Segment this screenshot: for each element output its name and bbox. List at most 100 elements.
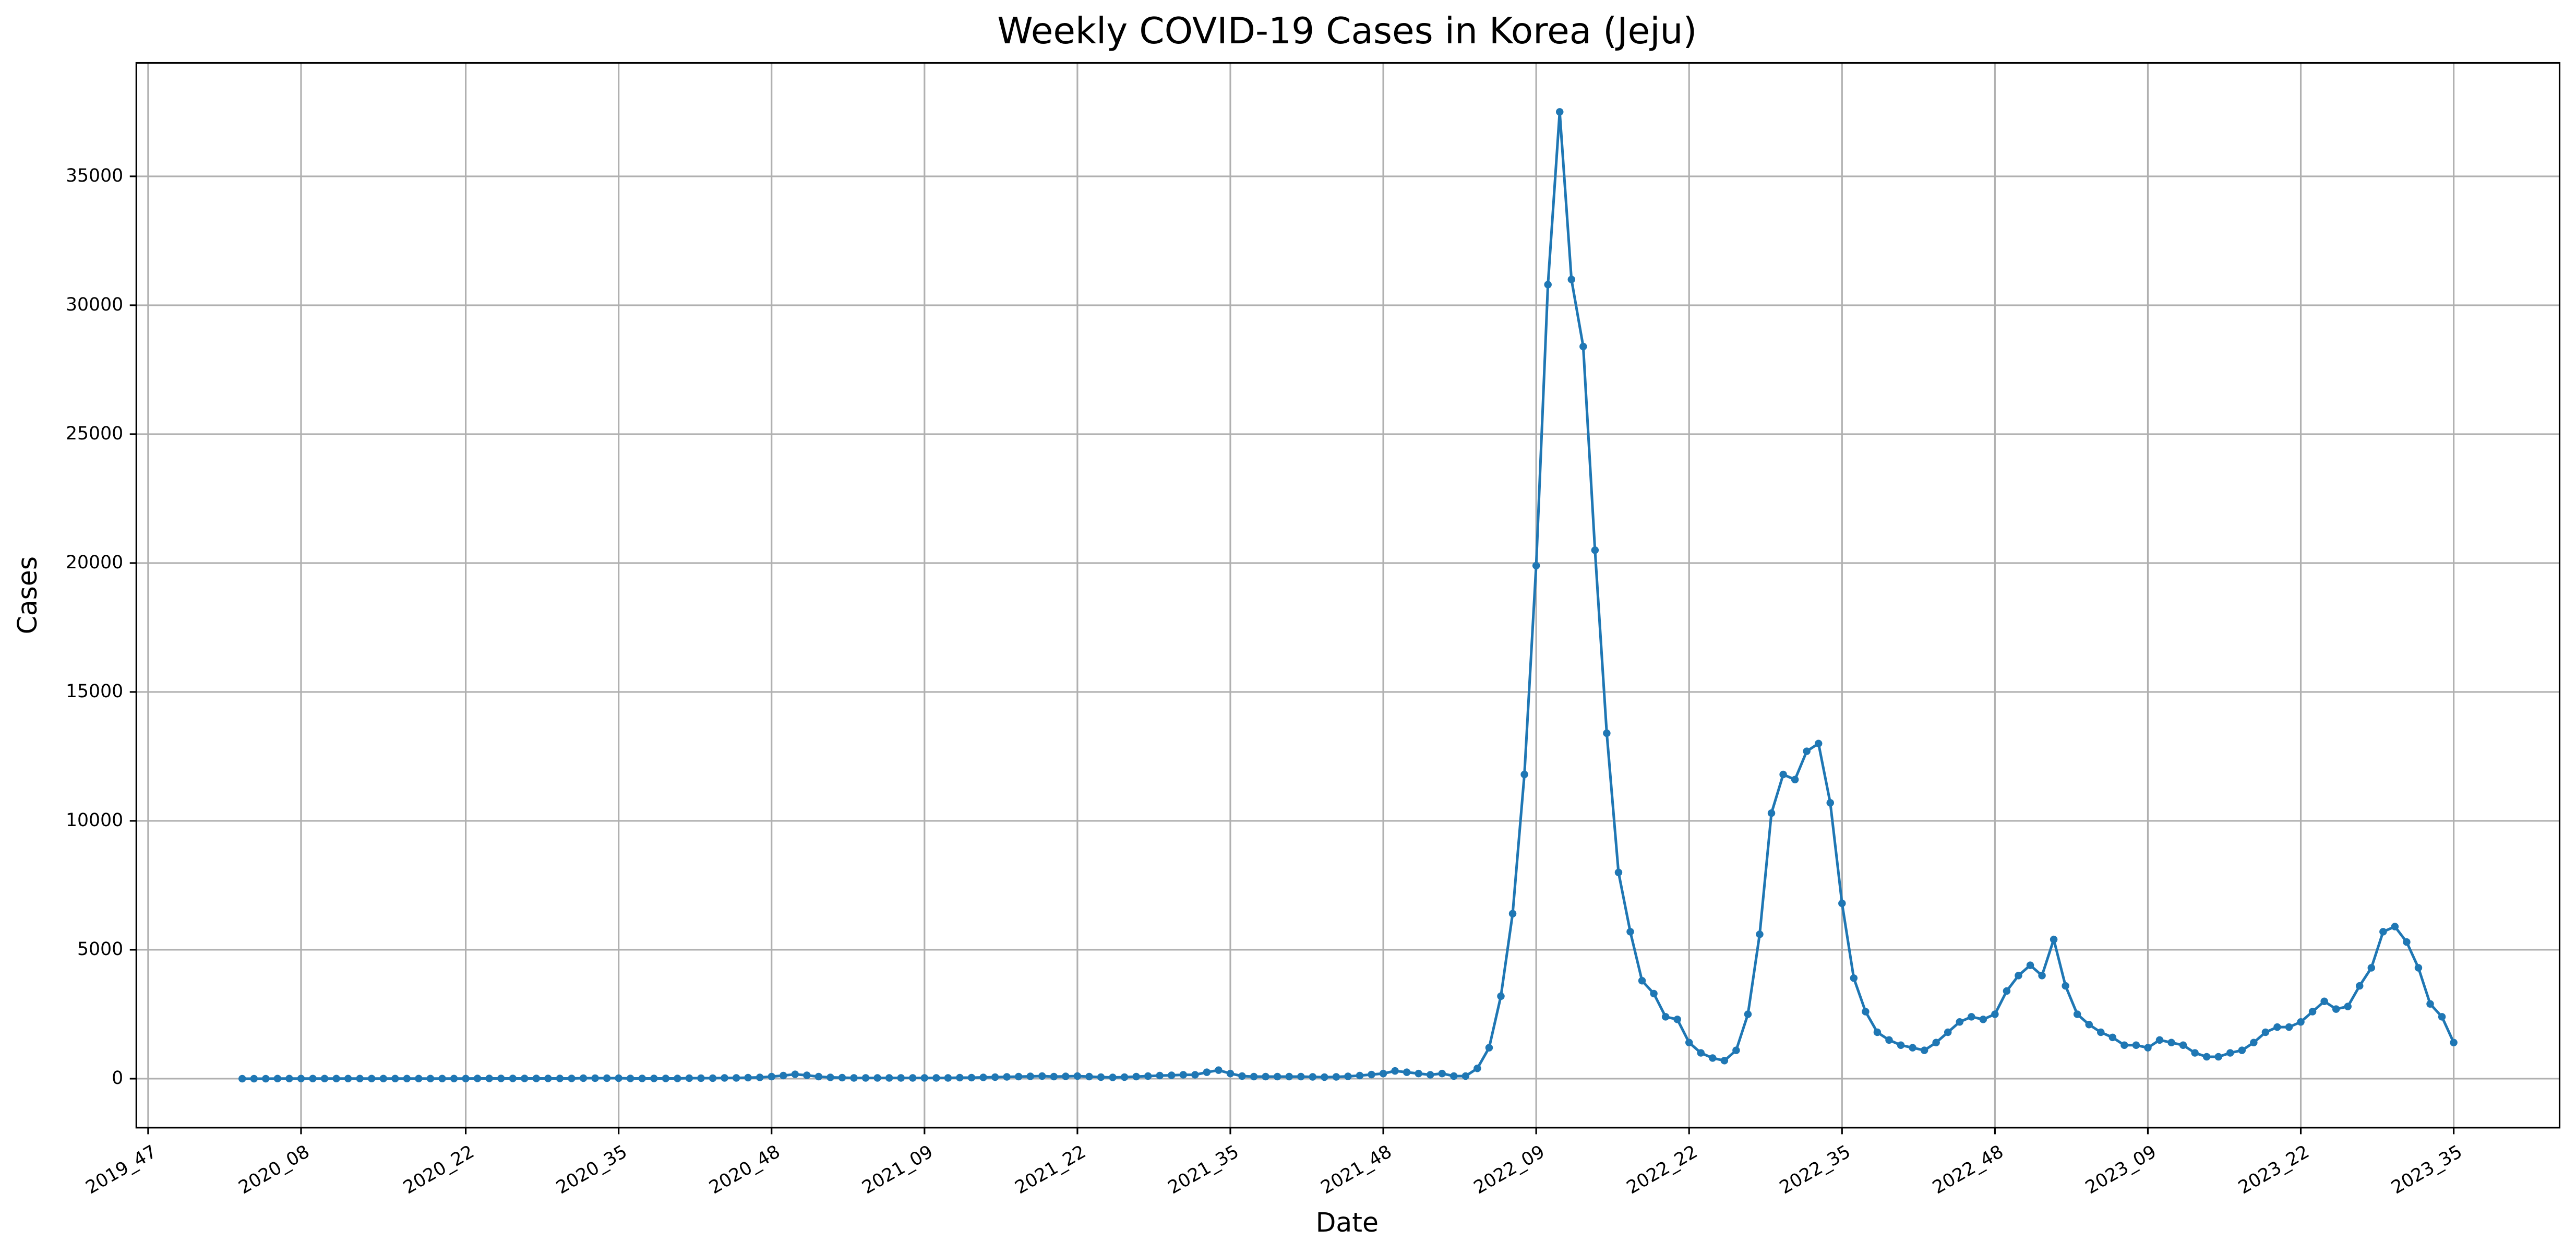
data-point — [320, 1075, 329, 1082]
data-point — [1003, 1073, 1011, 1081]
data-point — [814, 1072, 823, 1081]
data-point — [1461, 1072, 1470, 1080]
data-point — [756, 1073, 764, 1081]
data-point — [826, 1073, 834, 1081]
data-point — [1379, 1069, 1387, 1078]
data-point — [850, 1074, 858, 1082]
data-point — [309, 1075, 317, 1082]
x-tick-label: 2023_22 — [2235, 1141, 2313, 1198]
data-point — [1156, 1071, 1164, 1080]
data-point — [579, 1074, 588, 1082]
data-point — [1944, 1028, 1952, 1036]
data-point — [2450, 1039, 2458, 1047]
x-tick-label: 2021_35 — [1165, 1141, 1242, 1198]
data-point — [1309, 1073, 1317, 1081]
data-point — [1791, 775, 1799, 784]
data-point — [1438, 1069, 1446, 1078]
x-tick-label: 2020_48 — [705, 1141, 783, 1198]
data-point — [2132, 1041, 2140, 1049]
data-point — [367, 1075, 376, 1082]
data-point — [1321, 1073, 1328, 1081]
data-point — [1050, 1072, 1058, 1081]
plot-frame — [135, 62, 2561, 1129]
x-tick-label: 2023_09 — [2082, 1141, 2160, 1198]
y-tick-label: 25000 — [66, 423, 123, 444]
data-point — [885, 1074, 893, 1082]
data-point — [1014, 1072, 1023, 1081]
data-point — [791, 1070, 799, 1078]
data-point — [1709, 1054, 1717, 1062]
data-point — [1391, 1067, 1399, 1075]
data-point — [2320, 997, 2328, 1005]
data-point — [1838, 899, 1846, 908]
data-point — [626, 1075, 634, 1082]
data-point — [1285, 1072, 1293, 1081]
data-point — [1168, 1071, 1176, 1079]
data-point — [2108, 1033, 2117, 1042]
data-point — [273, 1075, 282, 1082]
data-point — [1991, 1010, 1999, 1018]
data-point — [1555, 108, 1564, 116]
data-point — [1097, 1073, 1105, 1081]
data-point — [250, 1075, 258, 1083]
data-point — [1520, 770, 1528, 779]
data-point — [238, 1075, 246, 1083]
data-point — [332, 1075, 340, 1082]
data-point — [485, 1075, 493, 1082]
data-point — [1826, 799, 1834, 807]
data-point — [509, 1075, 517, 1082]
data-point — [521, 1075, 529, 1082]
data-point — [1614, 868, 1623, 876]
data-point — [991, 1073, 999, 1081]
data-point — [403, 1075, 411, 1082]
data-point — [1273, 1072, 1281, 1081]
data-point — [920, 1074, 929, 1082]
data-point — [1356, 1071, 1364, 1080]
data-point — [674, 1075, 681, 1082]
data-point — [1873, 1028, 1882, 1036]
x-axis-label: Date — [1316, 1207, 1379, 1238]
data-point — [1415, 1069, 1422, 1078]
data-point — [1697, 1049, 1705, 1057]
data-point — [861, 1074, 870, 1082]
data-point — [2426, 1000, 2434, 1008]
data-point — [1909, 1044, 1916, 1052]
data-point — [1073, 1072, 1082, 1080]
data-point — [1544, 281, 1552, 289]
data-point — [768, 1072, 775, 1081]
chart-title: Weekly COVID-19 Cases in Korea (Jeju) — [997, 10, 1697, 52]
data-point — [732, 1074, 740, 1082]
data-point — [1567, 276, 1576, 283]
data-point — [979, 1073, 987, 1081]
data-point — [2238, 1046, 2246, 1054]
data-point — [462, 1075, 470, 1082]
data-point — [1850, 974, 1858, 982]
data-point — [1497, 992, 1505, 1000]
data-point — [262, 1075, 270, 1083]
y-tick-label: 0 — [112, 1068, 123, 1089]
data-point — [1579, 342, 1587, 351]
data-point — [956, 1073, 964, 1082]
x-tick-label: 2020_08 — [235, 1141, 313, 1198]
y-tick-label: 10000 — [66, 810, 123, 831]
data-point — [1485, 1044, 1493, 1052]
data-point — [2226, 1049, 2234, 1057]
data-point — [932, 1074, 940, 1082]
data-point — [2308, 1008, 2317, 1016]
data-point — [1062, 1072, 1070, 1080]
data-point — [1238, 1072, 1246, 1080]
data-point — [1450, 1072, 1458, 1080]
data-point — [391, 1075, 399, 1082]
x-tick-label: 2021_09 — [859, 1141, 937, 1198]
data-point — [2050, 935, 2058, 944]
data-point — [2367, 964, 2376, 972]
data-point — [1920, 1046, 1928, 1054]
data-point — [1779, 770, 1787, 779]
data-point — [2120, 1041, 2128, 1049]
x-tick-label: 2021_48 — [1317, 1141, 1395, 1198]
data-point — [568, 1075, 576, 1082]
plot — [238, 108, 2458, 1083]
data-point — [1226, 1069, 1235, 1078]
data-point — [1979, 1016, 1987, 1023]
data-point — [1038, 1072, 1046, 1080]
